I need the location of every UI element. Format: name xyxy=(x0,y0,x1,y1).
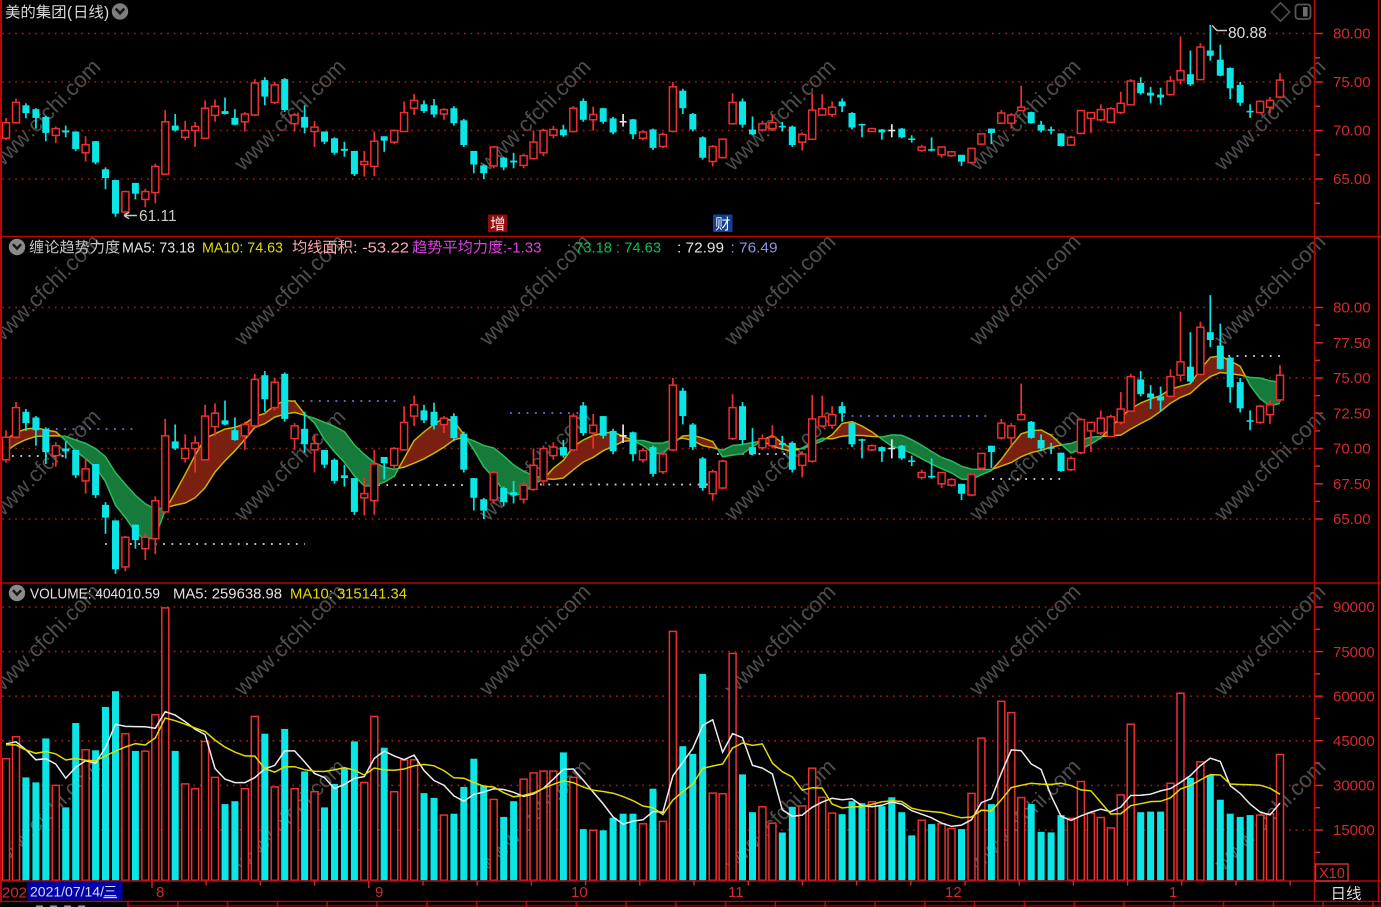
svg-text:80.00: 80.00 xyxy=(1333,300,1371,317)
svg-text:77.50: 77.50 xyxy=(1333,335,1371,352)
svg-text:1: 1 xyxy=(1169,884,1177,901)
svg-text:75000: 75000 xyxy=(1333,644,1375,661)
svg-text:80.00: 80.00 xyxy=(1333,26,1371,43)
svg-text:61.11: 61.11 xyxy=(139,208,177,225)
svg-text:11: 11 xyxy=(728,884,744,901)
svg-text:VOLUME: 404010.59: VOLUME: 404010.59 xyxy=(30,586,160,603)
svg-text:MA10: 74.63: MA10: 74.63 xyxy=(202,240,283,257)
svg-text:MA10: 315141.34: MA10: 315141.34 xyxy=(290,586,407,603)
svg-text:: 73.18 : 74.63: : 73.18 : 74.63 xyxy=(567,240,661,257)
svg-text:67.50: 67.50 xyxy=(1333,476,1371,493)
svg-text:70.00: 70.00 xyxy=(1333,441,1371,458)
svg-text:202: 202 xyxy=(2,885,27,902)
svg-text:60000: 60000 xyxy=(1333,688,1375,705)
svg-text:75.00: 75.00 xyxy=(1333,74,1371,91)
svg-text:80.88: 80.88 xyxy=(1228,25,1267,42)
svg-text:90000: 90000 xyxy=(1333,599,1375,616)
svg-text:(: ( xyxy=(67,5,73,22)
svg-text:65.00: 65.00 xyxy=(1333,511,1371,528)
svg-text:9: 9 xyxy=(375,884,383,901)
svg-text:30000: 30000 xyxy=(1333,778,1375,795)
svg-text:70.00: 70.00 xyxy=(1333,123,1371,140)
svg-text:2021/07/14/: 2021/07/14/ xyxy=(30,884,104,900)
svg-text:MA5: 73.18: MA5: 73.18 xyxy=(122,240,195,257)
svg-text:): ) xyxy=(104,5,109,22)
svg-text:: -53.22: : -53.22 xyxy=(353,240,409,257)
svg-text:: 76.49: : 76.49 xyxy=(731,240,778,257)
svg-text:75.00: 75.00 xyxy=(1333,370,1371,387)
svg-text:72.50: 72.50 xyxy=(1333,405,1371,422)
svg-text:: 72.99: : 72.99 xyxy=(677,240,724,257)
svg-text:10: 10 xyxy=(571,884,588,901)
svg-text:MA5: 259638.98: MA5: 259638.98 xyxy=(173,586,282,603)
svg-text::-1.33: :-1.33 xyxy=(503,240,542,257)
svg-text:15000: 15000 xyxy=(1333,822,1375,839)
svg-text:X10: X10 xyxy=(1319,866,1345,882)
svg-text:12: 12 xyxy=(945,884,962,901)
svg-text:45000: 45000 xyxy=(1333,733,1375,750)
svg-text:65.00: 65.00 xyxy=(1333,171,1371,188)
svg-text:8: 8 xyxy=(156,884,164,901)
